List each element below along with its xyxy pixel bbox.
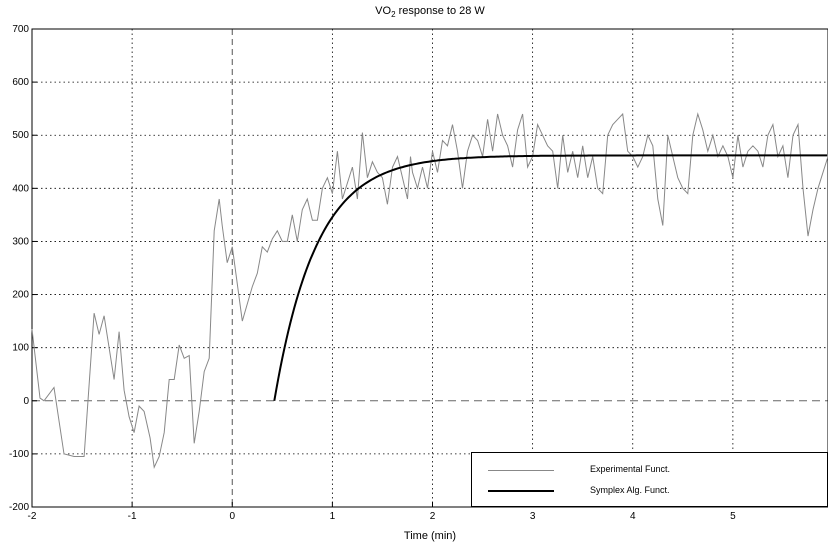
y-tick-label: -100 <box>9 449 29 460</box>
y-tick-label: 500 <box>12 130 29 141</box>
x-tick-label: 4 <box>630 511 636 522</box>
x-tick-label: -1 <box>128 511 137 522</box>
legend-label-experimental: Experimental Funct. <box>590 464 671 474</box>
legend-swatch-symplex <box>488 490 554 492</box>
x-tick-label: 5 <box>730 511 736 522</box>
y-tick-label: 200 <box>12 290 29 301</box>
legend-item-experimental: Experimental Funct. <box>472 463 827 479</box>
chart-title: VO2 response to 28 W <box>375 5 485 20</box>
series-symplex-line <box>273 154 827 401</box>
y-tick-label: -200 <box>9 502 29 513</box>
x-tick-label: 1 <box>330 511 336 522</box>
x-axis-label: Time (min) <box>403 530 457 542</box>
x-tick-label: -2 <box>28 511 37 522</box>
x-tick-label: 2 <box>430 511 436 522</box>
legend: Experimental Funct. Symplex Alg. Funct. <box>471 452 828 507</box>
legend-swatch-experimental <box>488 470 554 471</box>
legend-label-symplex: Symplex Alg. Funct. <box>590 485 670 495</box>
series-experimental-line <box>31 112 828 469</box>
y-tick-label: 700 <box>12 24 29 35</box>
y-tick-label: 100 <box>12 343 29 354</box>
plot-frame <box>31 28 828 508</box>
y-tick-label: 400 <box>12 183 29 194</box>
y-tick-label: 0 <box>23 396 29 407</box>
legend-item-symplex: Symplex Alg. Funct. <box>472 484 827 500</box>
y-tick-label: 300 <box>12 236 29 247</box>
x-tick-label: 3 <box>530 511 536 522</box>
x-tick-label: 0 <box>229 511 235 522</box>
y-tick-label: 600 <box>12 77 29 88</box>
